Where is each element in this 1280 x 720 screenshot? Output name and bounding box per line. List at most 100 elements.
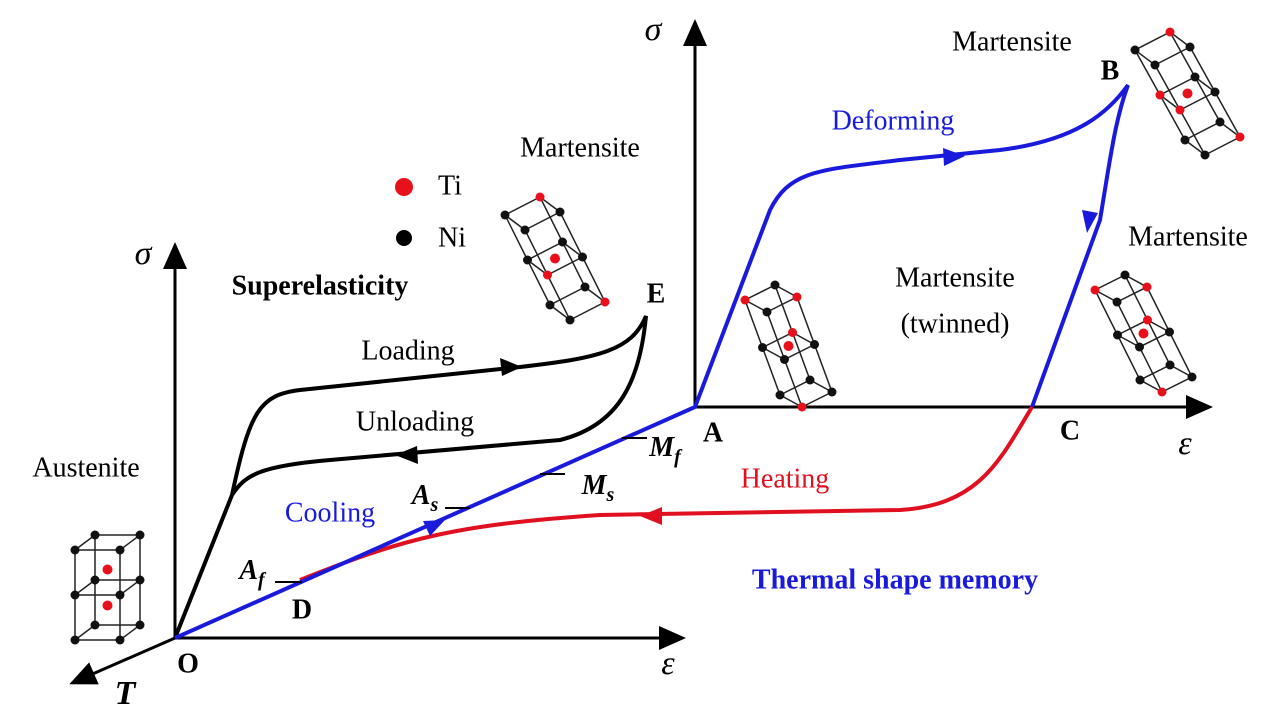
point-label: C — [1060, 415, 1080, 446]
lattice-atom — [797, 402, 807, 412]
lattice-atom — [523, 255, 532, 265]
lattice-atom — [558, 237, 567, 247]
lattice-bond — [1168, 331, 1193, 378]
point-label: A — [703, 417, 724, 448]
lattice-atom — [115, 590, 125, 600]
lattice-bond — [791, 332, 811, 381]
lattice-atom — [805, 375, 815, 385]
lattice-atom — [758, 343, 767, 352]
lattice-atom — [810, 340, 819, 349]
lattice-atom — [115, 635, 125, 645]
lattice-bond — [796, 296, 816, 345]
symbol: A — [410, 480, 431, 511]
lattice-bond — [1134, 31, 1171, 51]
lattice-atom — [1130, 45, 1140, 55]
lattice-bond — [1124, 274, 1149, 321]
heating-curve — [299, 405, 1034, 582]
phase-label: Austenite — [32, 452, 139, 483]
arrow — [500, 358, 522, 376]
lattice-bond — [546, 274, 571, 321]
lattice-bond — [524, 211, 561, 231]
lattice-bond — [581, 256, 606, 303]
lattice-bond — [1161, 376, 1193, 393]
lattice-bond — [524, 229, 549, 276]
lattice-bond — [539, 196, 564, 243]
lattice-bond — [1138, 346, 1163, 393]
lattice-atom — [780, 355, 789, 364]
lattice-atom — [792, 292, 802, 302]
lattice-atom — [788, 328, 797, 337]
lattice-atom — [102, 600, 113, 611]
curve-label: Cooling — [285, 497, 375, 528]
lattice-bond — [1134, 49, 1161, 96]
lattice-bond — [1116, 334, 1141, 381]
lattice-atom — [1112, 297, 1122, 307]
temperature-label: As — [410, 480, 439, 515]
phase-label: Martensite — [952, 26, 1072, 57]
lattice-atom — [578, 252, 587, 262]
lattices — [70, 27, 1245, 645]
lattice-bond — [1154, 64, 1181, 111]
lattice-bond — [1159, 76, 1196, 96]
lattice-atom — [1150, 60, 1160, 70]
lattice-atom — [555, 207, 565, 217]
lattice-bond — [766, 311, 786, 360]
lattice-atom — [102, 564, 113, 575]
axis-label: σ — [645, 11, 663, 48]
lattice-atom — [1142, 282, 1152, 292]
lattice-bond — [504, 196, 541, 216]
axis-label: ε — [1178, 425, 1192, 462]
lattice-atom — [1187, 372, 1197, 382]
phase-label: (twinned) — [901, 308, 1010, 339]
lattice-bond — [569, 301, 606, 321]
lattice-atom — [740, 295, 750, 305]
lattice-atom — [135, 530, 145, 540]
point-label: B — [1101, 55, 1120, 86]
temperature-label: Mf — [648, 432, 683, 467]
legend-label: Ti — [438, 170, 462, 201]
lattice-atom — [70, 590, 80, 600]
lattice-bond — [1139, 331, 1170, 348]
lattice-bond — [783, 359, 803, 408]
lattice-atom — [135, 620, 145, 630]
lattice-atom — [115, 545, 125, 555]
lattice-bond — [813, 344, 833, 393]
lattice-bond — [1179, 91, 1216, 111]
lattice-bond — [549, 286, 586, 306]
lattice-bond — [1169, 31, 1196, 78]
lattice-atom — [1175, 105, 1185, 115]
arrow — [1082, 210, 1098, 233]
lattice-bond — [1139, 364, 1171, 381]
lattice-atom — [70, 635, 80, 645]
symbol: M — [581, 470, 608, 501]
phase-label: Martensite — [895, 262, 1015, 293]
lattice-atom — [1185, 42, 1195, 52]
lattice-bond — [559, 211, 584, 258]
point-label: D — [292, 594, 312, 625]
lattice-bond — [744, 284, 776, 301]
lattice-atom — [565, 315, 575, 325]
lattice-atom — [1180, 135, 1190, 145]
axis-label: σ — [135, 235, 153, 272]
phase-label: Martensite — [520, 132, 640, 163]
lattice-bond — [547, 256, 583, 276]
lattice-bond — [1194, 76, 1221, 123]
lattice-atom — [90, 530, 100, 540]
lattice-atom — [775, 390, 785, 400]
lattice-atom — [1200, 150, 1210, 160]
legend-label: Ni — [438, 222, 466, 253]
lattice-bond — [504, 214, 529, 261]
lattice-atom — [70, 545, 80, 555]
lattice-atom — [550, 253, 560, 264]
lattice-atom — [520, 225, 530, 235]
subscript: s — [429, 494, 438, 516]
lattice-atom — [1157, 387, 1167, 397]
lattice-atom — [1113, 330, 1122, 340]
subscript: s — [606, 484, 615, 506]
lattice-atom — [1165, 360, 1175, 370]
point-label: E — [647, 278, 666, 309]
lattice-atom — [1210, 87, 1220, 97]
lattice-atom — [90, 575, 100, 585]
curve-label: Loading — [361, 335, 454, 366]
